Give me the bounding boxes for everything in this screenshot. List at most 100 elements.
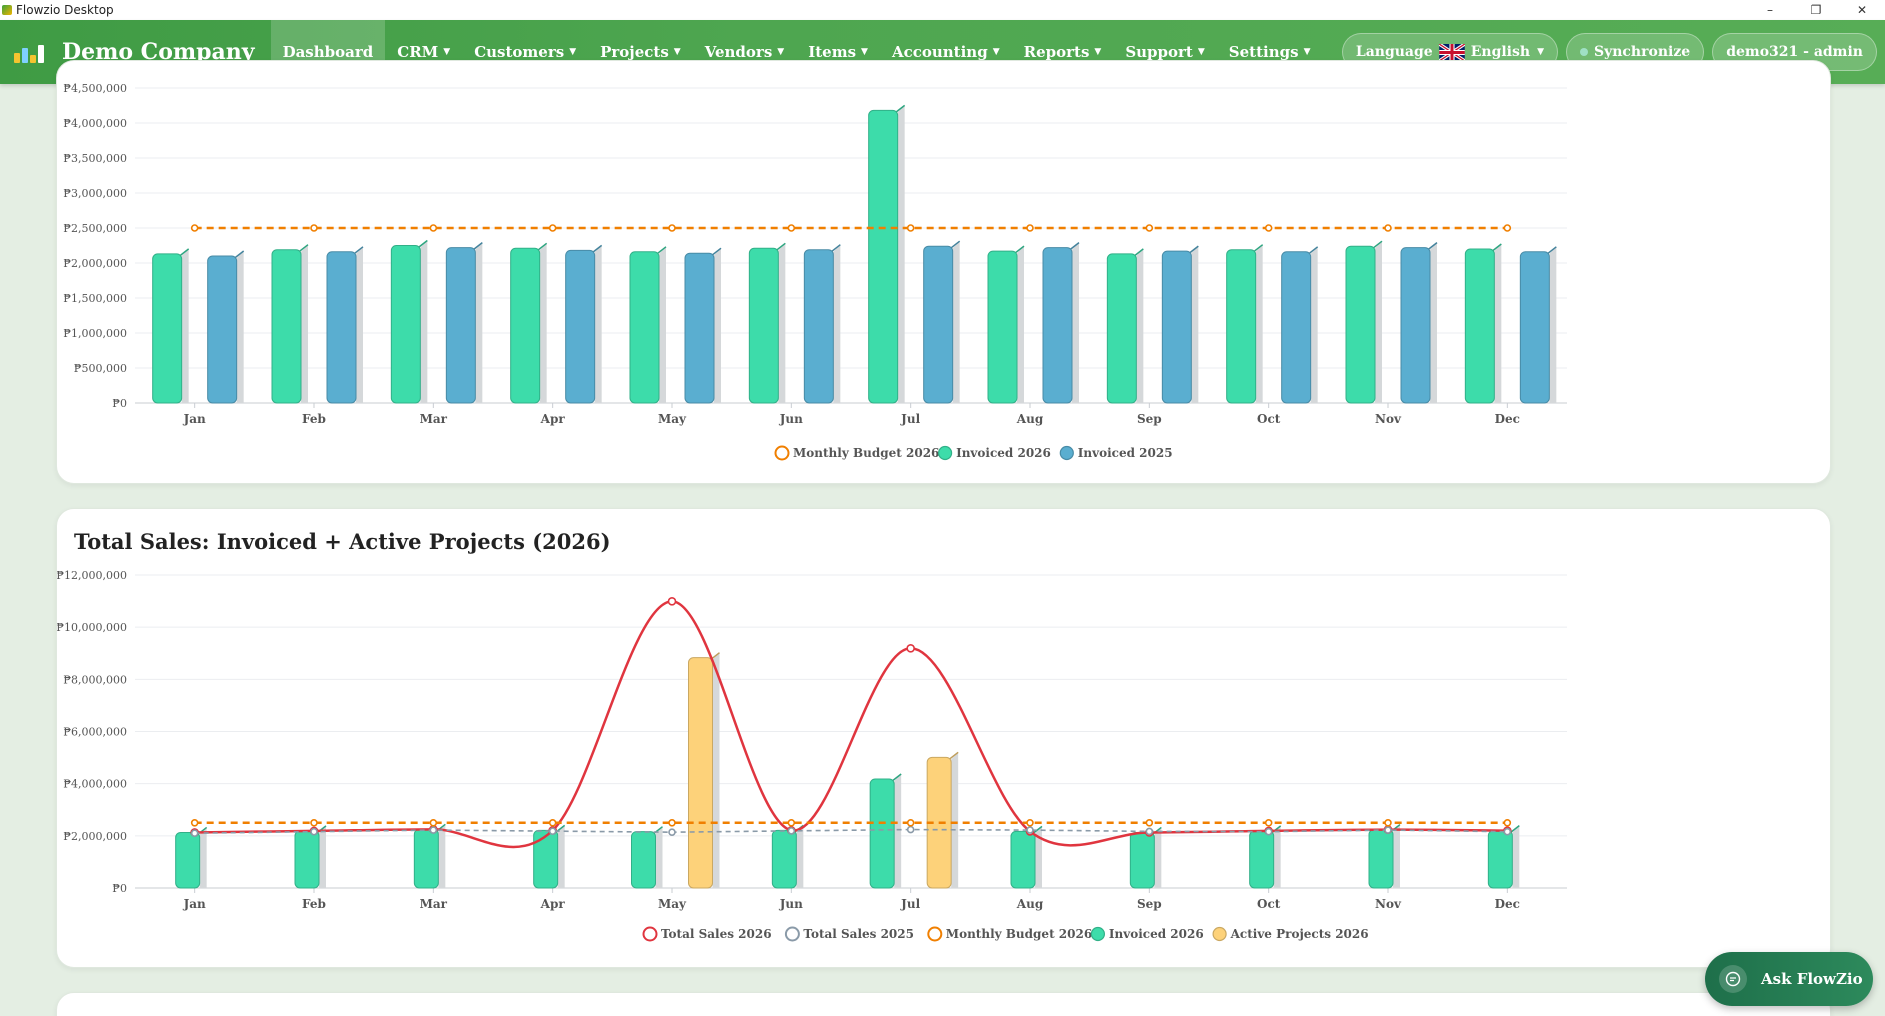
restore-button[interactable]: ❐ — [1810, 3, 1822, 17]
point-monthly-budget-2026 — [190, 224, 199, 232]
y-tick-label: ₱0 — [112, 397, 127, 410]
legend-item[interactable]: Total Sales 2026 — [642, 926, 772, 942]
bar-top-edge — [592, 244, 603, 253]
x-tick-label: Dec — [1495, 412, 1520, 426]
legend-item[interactable]: Invoiced 2026 — [1090, 926, 1204, 942]
close-button[interactable]: ✕ — [1856, 3, 1868, 17]
bar-invoiced-2026 — [1226, 244, 1264, 404]
bar-body — [1226, 249, 1257, 404]
x-tick-label: Mar — [420, 412, 448, 426]
y-tick-label: ₱4,000,000 — [63, 117, 127, 130]
minimize-button[interactable]: – — [1767, 3, 1773, 17]
point-monthly-budget-2026 — [906, 818, 915, 827]
legend-item[interactable]: Monthly Budget 2026 — [927, 926, 1092, 942]
nav-item-projects[interactable]: Projects ▼ — [588, 20, 693, 84]
point-total-sales-2025 — [310, 827, 318, 836]
bar-side — [952, 241, 960, 403]
point-monthly-budget-2026 — [1145, 224, 1154, 232]
y-tick-label: ₱6,000,000 — [63, 726, 127, 739]
window-title: Flowzio Desktop — [16, 3, 114, 17]
bar-side — [356, 246, 363, 403]
bar-body — [271, 249, 302, 404]
nav-item-customers[interactable]: Customers ▼ — [462, 20, 588, 84]
chevron-down-icon: ▼ — [861, 47, 868, 57]
bar-invoiced-2025 — [207, 250, 245, 404]
bar-top-edge — [1372, 240, 1383, 249]
bar-invoiced-2026 — [748, 242, 786, 404]
user-menu[interactable]: demo321 - admin — [1712, 33, 1877, 71]
ask-flowzio-button[interactable]: Ask FlowZio — [1705, 952, 1873, 1006]
bar-body — [1519, 251, 1550, 404]
y-tick-label: ₱2,500,000 — [63, 222, 127, 235]
nav-item-reports[interactable]: Reports ▼ — [1012, 20, 1114, 84]
legend-item[interactable]: Invoiced 2025 — [1059, 445, 1173, 461]
bar-side — [778, 243, 786, 403]
nav-item-items[interactable]: Items ▼ — [796, 20, 880, 84]
bar-top-edge — [234, 250, 245, 259]
bar-side — [1430, 242, 1437, 403]
bar-top-edge — [711, 247, 722, 256]
bar-body — [629, 251, 660, 404]
point-monthly-budget-2026 — [787, 818, 796, 827]
legend-item[interactable]: Total Sales 2025 — [784, 926, 914, 942]
bar-top-edge — [1308, 246, 1319, 255]
bar-invoiced-2025 — [684, 247, 722, 404]
bar-invoiced-2026 — [1129, 826, 1162, 889]
bar-active-projects-2026 — [688, 652, 720, 889]
point-monthly-budget-2026 — [1145, 818, 1154, 827]
point-monthly-budget-2026 — [310, 818, 318, 827]
next-card — [56, 992, 1831, 1016]
nav-item-support[interactable]: Support ▼ — [1113, 20, 1216, 84]
point-monthly-budget-2026 — [310, 224, 318, 232]
nav-item-accounting[interactable]: Accounting ▼ — [880, 20, 1012, 84]
chevron-down-icon: ▼ — [569, 47, 577, 57]
bar-top-edge — [1032, 825, 1043, 834]
bar-top-edge — [948, 751, 959, 760]
y-tick-label: ₱8,000,000 — [63, 673, 127, 686]
bar-invoiced-2026 — [1464, 243, 1502, 404]
bar-side — [1072, 242, 1079, 403]
bar-invoiced-2026 — [1106, 248, 1144, 404]
bar-side — [951, 752, 959, 888]
nav-item-crm[interactable]: CRM ▼ — [385, 20, 462, 84]
synchronize-label: Synchronize — [1593, 44, 1691, 60]
bar-top-edge — [830, 244, 841, 253]
chevron-down-icon: ▼ — [1094, 47, 1102, 57]
bar-side — [420, 240, 428, 403]
bar-side — [714, 248, 721, 403]
nav-item-label: Accounting — [891, 43, 988, 61]
bar-body — [390, 245, 421, 404]
legend-item[interactable]: Active Projects 2026 — [1212, 926, 1369, 942]
ask-flowzio-label: Ask FlowZio — [1761, 970, 1863, 988]
bar-body — [1129, 831, 1155, 889]
nav-item-settings[interactable]: Settings ▼ — [1217, 20, 1323, 84]
bar-top-edge — [656, 246, 667, 255]
x-tick-label: Jan — [183, 897, 206, 911]
bar-top-edge — [1546, 246, 1557, 255]
legend-label: Invoiced 2026 — [1109, 927, 1204, 941]
legend-label: Active Projects 2026 — [1230, 927, 1369, 941]
bar-top-edge — [1491, 243, 1502, 252]
total-sales-chart: ₱0 ₱2,000,000 ₱4,000,000 ₱6,000,000 ₱8,000,0… — [56, 569, 1567, 942]
legend-item[interactable]: Monthly Budget 2026 — [774, 445, 940, 461]
bar-invoiced-2026 — [771, 824, 804, 889]
bar-body — [1106, 253, 1137, 404]
point-total-sales-2025 — [1264, 827, 1273, 836]
legend-item[interactable]: Invoiced 2026 — [937, 445, 1051, 461]
y-tick-label: ₱0 — [112, 882, 127, 895]
bar-side — [1393, 824, 1400, 888]
bar-body — [1249, 830, 1275, 889]
bar-side — [475, 242, 483, 403]
y-tick-label: ₱1,500,000 — [63, 292, 127, 305]
window-titlebar: Flowzio Desktop – ❐ ✕ — [0, 0, 1885, 20]
point-monthly-budget-2026 — [1026, 224, 1034, 232]
bar-side — [557, 825, 565, 888]
legend-marker — [927, 926, 943, 942]
bar-side — [712, 652, 720, 888]
chevron-down-icon: ▼ — [1303, 47, 1311, 57]
bar-top-edge — [891, 773, 902, 782]
nav-item-vendors[interactable]: Vendors ▼ — [693, 20, 796, 84]
bar-top-edge — [1069, 242, 1080, 251]
x-tick-label: Feb — [302, 412, 326, 426]
bar-invoiced-2025 — [565, 244, 603, 404]
